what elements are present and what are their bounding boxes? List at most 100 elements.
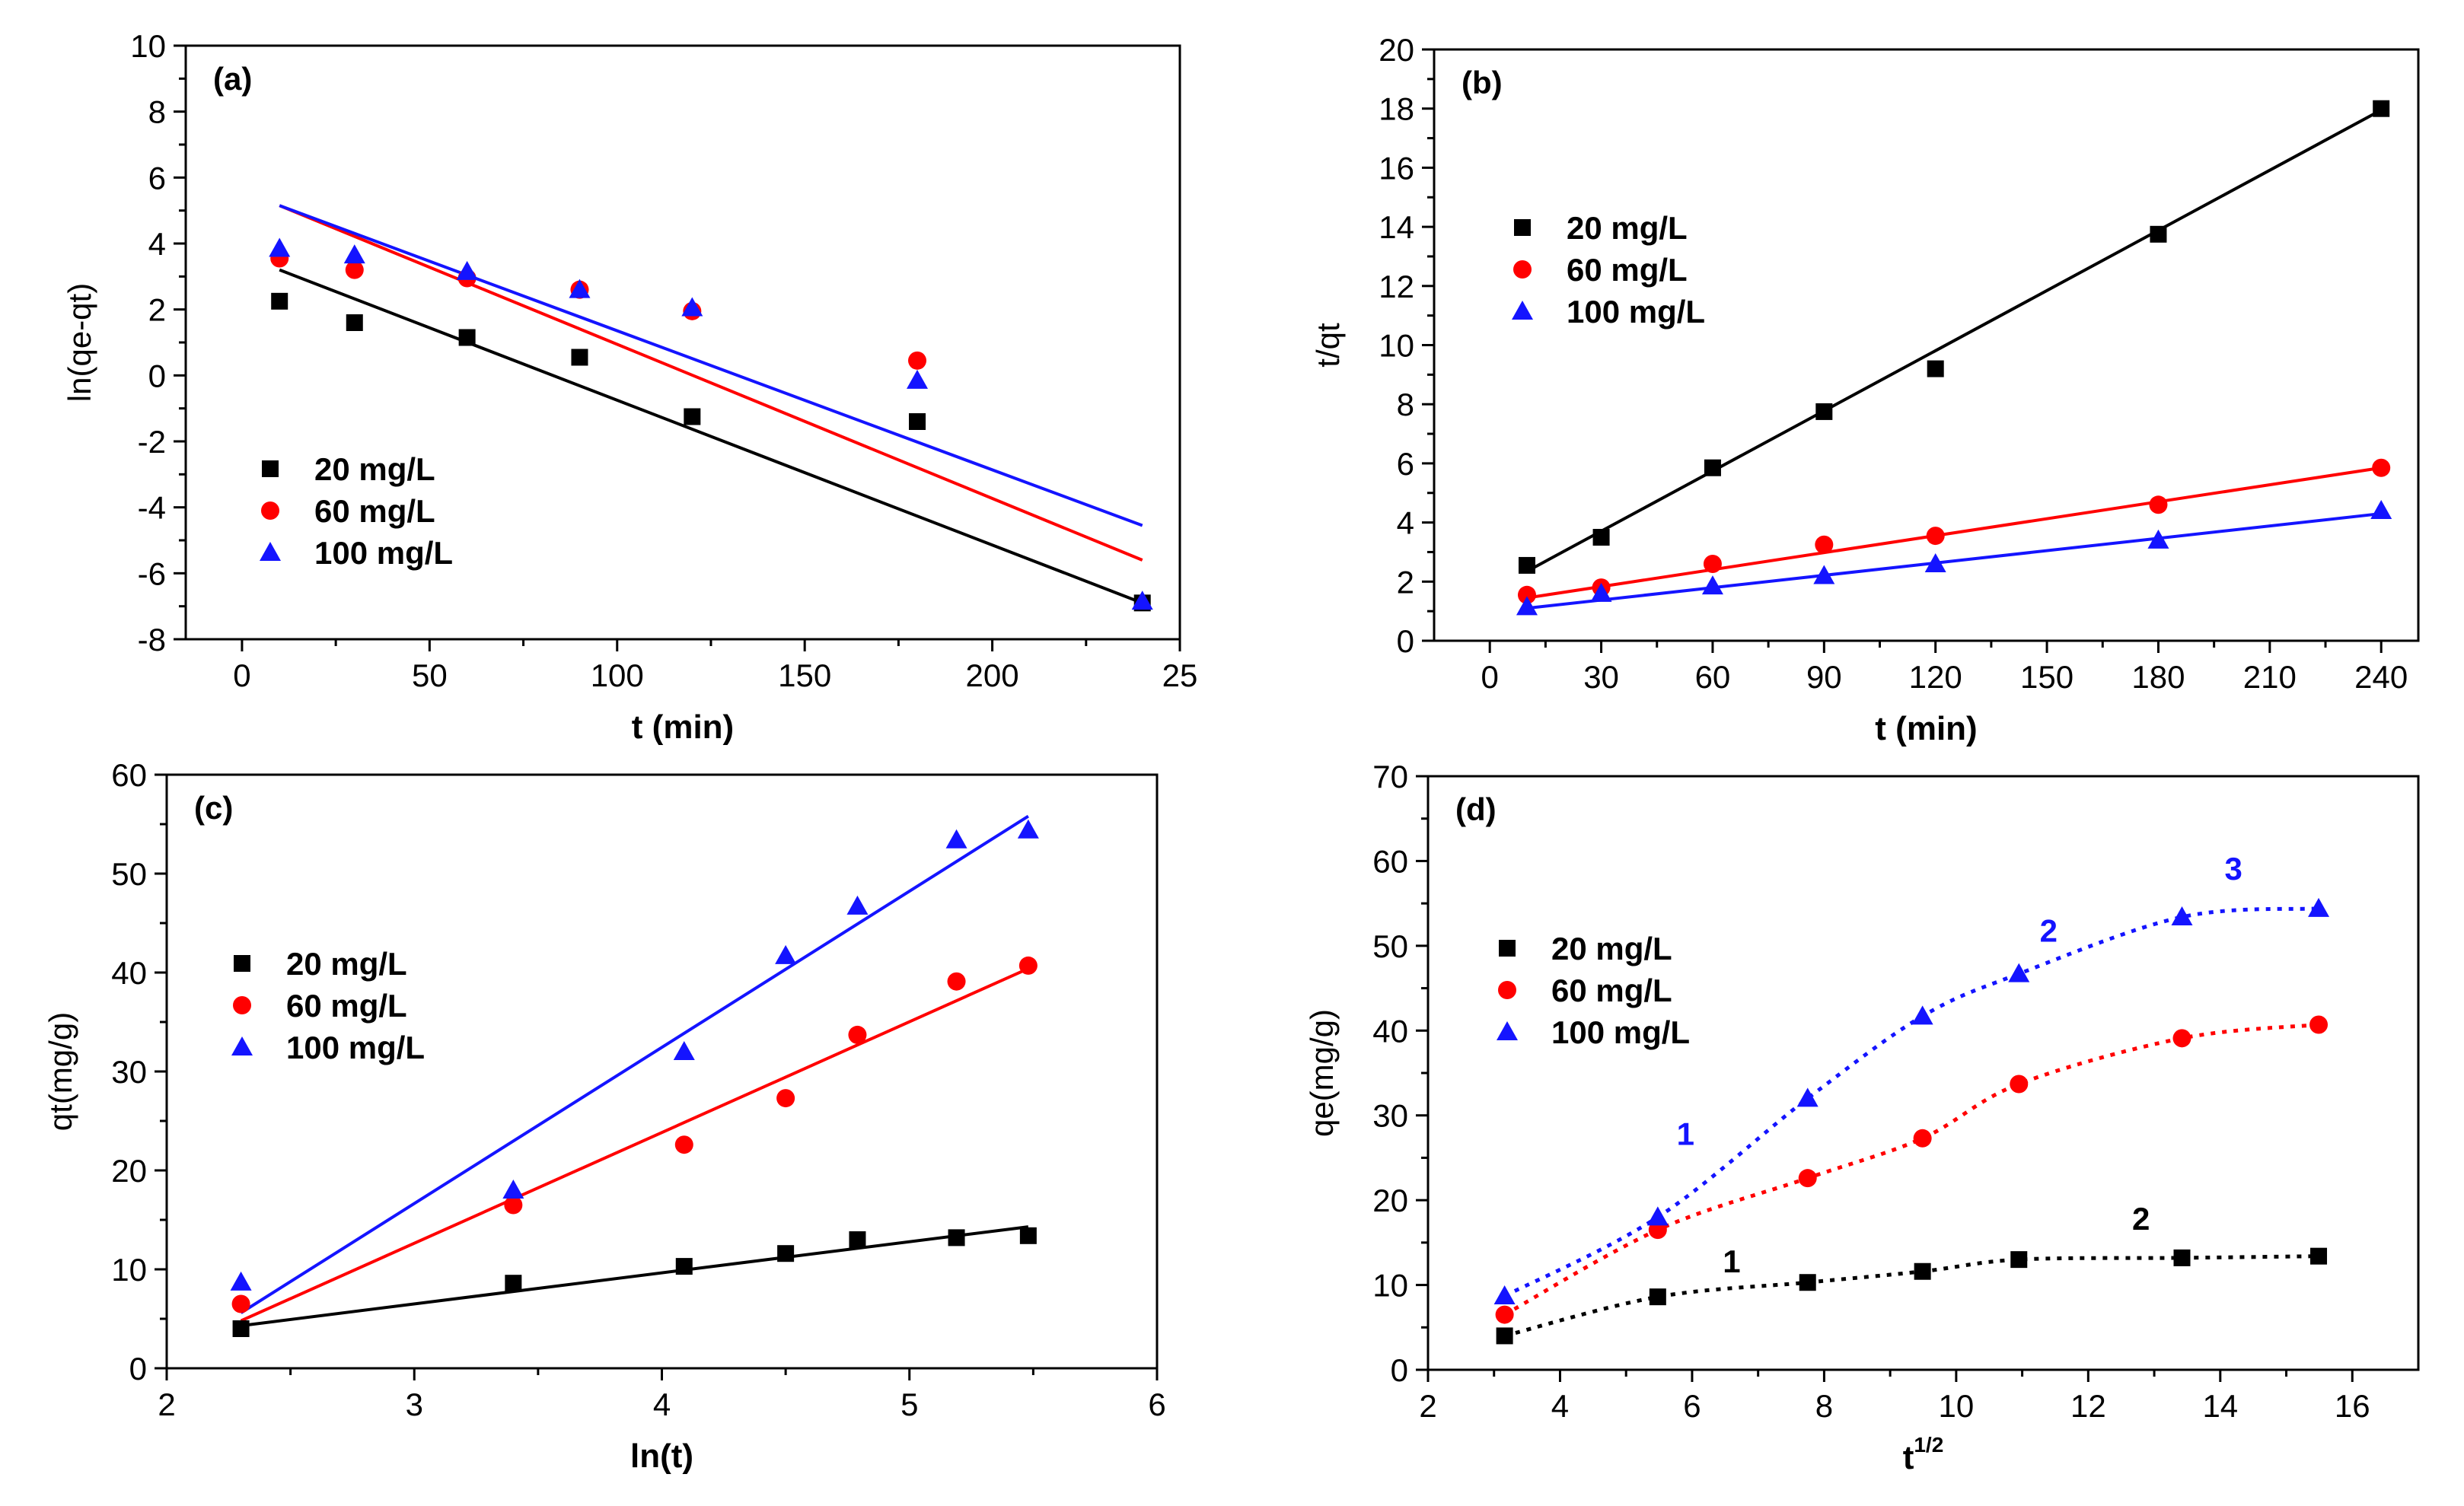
data-point <box>2150 225 2167 243</box>
data-point <box>1592 529 1610 546</box>
y-tick-label: 12 <box>1379 269 1414 304</box>
data-point <box>2008 963 2030 982</box>
data-point <box>1590 582 1612 602</box>
panel-label: (c) <box>194 790 233 826</box>
y-tick-label: 20 <box>1379 32 1414 68</box>
data-point <box>1019 1227 1037 1244</box>
data-point <box>2370 500 2392 520</box>
y-tick-label: 0 <box>1397 623 1414 659</box>
y-tick-label: 10 <box>111 1252 147 1288</box>
y-tick-label: 30 <box>111 1054 147 1090</box>
legend: 20 mg/L 60 mg/L 100 mg/L <box>1497 931 1690 1050</box>
x-axis-title-text: t <box>1903 1439 1914 1476</box>
y-tick-label: 6 <box>148 160 166 196</box>
y-axis-title: ln(qe-qt) <box>62 283 97 402</box>
data-point <box>1927 360 1944 377</box>
y-tick-label: -4 <box>138 490 166 526</box>
y-tick-label: 10 <box>1379 328 1414 364</box>
legend-marker <box>262 460 279 477</box>
segment-annotation: 3 <box>2224 851 2242 887</box>
y-tick-label: 18 <box>1379 91 1414 127</box>
fit-line-60-mg-l <box>1526 466 2382 600</box>
y-tick-label: 8 <box>148 94 166 130</box>
panel-label: (d) <box>1455 791 1497 827</box>
x-axis-title: t1/2 <box>1903 1433 1944 1476</box>
y-tick-label: 70 <box>1372 759 1408 794</box>
y-tick-label: 40 <box>1372 1013 1408 1049</box>
data-point <box>947 972 966 991</box>
data-point <box>775 944 797 964</box>
data-point <box>1914 1262 1931 1280</box>
legend-label: 60 mg/L <box>1551 973 1672 1008</box>
panel-b: 0 30 60 90 120 150 180 210 240 0 2 4 6 8 10 12 14 16 18 20 t… <box>1310 32 2420 747</box>
fit-line-20-mg-l <box>279 268 1143 605</box>
x-tick-label: 12 <box>2070 1388 2106 1424</box>
segment-annotation: 2 <box>2040 912 2058 948</box>
fit-line-100-mg-l <box>240 814 1029 1314</box>
data-point <box>2309 1015 2329 1034</box>
legend-marker <box>1499 940 1516 957</box>
data-point <box>848 1025 867 1044</box>
data-point <box>2173 1249 2191 1266</box>
data-point <box>1926 527 1945 546</box>
data-point <box>2372 458 2391 477</box>
x-tick-label: 4 <box>1551 1388 1569 1424</box>
legend-label: 60 mg/L <box>286 988 407 1024</box>
data-point <box>674 1135 693 1154</box>
x-axis-title: t (min) <box>1875 710 1977 747</box>
x-axis-title: ln(t) <box>630 1438 693 1475</box>
data-point <box>673 1041 695 1060</box>
legend-marker <box>231 1036 253 1055</box>
legend-label: 100 mg/L <box>314 535 453 571</box>
y-tick-label: 0 <box>129 1351 147 1387</box>
x-tick-label: 120 <box>1909 659 1962 695</box>
x-tick-label: 60 <box>1695 659 1731 695</box>
data-point <box>948 1229 965 1247</box>
legend-marker <box>1512 301 1533 320</box>
y-axis-title: qe(mg/g) <box>1304 1009 1340 1137</box>
y-axis-title: t/qt <box>1310 323 1346 368</box>
data-point <box>1924 552 1946 572</box>
y-tick-label: 8 <box>1397 387 1414 422</box>
data-point <box>849 1231 866 1248</box>
data-point <box>1703 554 1722 573</box>
data-point <box>230 1271 252 1291</box>
data-point <box>1493 1285 1516 1305</box>
legend-marker <box>233 996 251 1014</box>
legend-marker <box>1498 981 1516 999</box>
data-point <box>232 1320 250 1337</box>
x-tick-label: 3 <box>406 1387 423 1422</box>
data-point <box>2373 100 2390 117</box>
legend-label: 60 mg/L <box>1567 252 1688 288</box>
panel-a: 0 50 100 150 200 25 -8 -6 -4 -2 0 2 4 6 8 10 t (min) ln(q… <box>62 28 1197 746</box>
data-point <box>1518 556 1535 574</box>
fit-line-60-mg-l <box>279 204 1143 562</box>
data-point <box>1799 1274 1816 1291</box>
legend-marker <box>1513 260 1532 279</box>
x-axis-title-superscript: 1/2 <box>1914 1433 1943 1457</box>
x-tick-label: 50 <box>412 657 448 693</box>
data-point <box>505 1275 522 1292</box>
y-tick-label: 0 <box>148 358 166 393</box>
x-tick-label: 0 <box>1481 659 1499 695</box>
y-tick-label: 4 <box>1397 505 1414 541</box>
fit-line-20-mg-l <box>241 1225 1029 1328</box>
x-tick-label: 16 <box>2335 1388 2370 1424</box>
data-point <box>1516 596 1538 616</box>
x-tick-label: 150 <box>778 657 831 693</box>
data-point <box>1911 1005 1933 1025</box>
data-point <box>846 895 869 915</box>
legend-label: 20 mg/L <box>286 946 407 982</box>
y-tick-label: -6 <box>138 556 166 591</box>
data-point <box>1018 956 1038 975</box>
segment-annotation: 1 <box>1723 1243 1740 1279</box>
data-point <box>2147 529 2169 549</box>
y-tick-label: 50 <box>111 856 147 892</box>
x-tick-label: 14 <box>2202 1388 2238 1424</box>
data-point <box>1017 819 1039 839</box>
data-point <box>502 1180 524 1199</box>
legend-label: 20 mg/L <box>314 451 435 487</box>
data-point <box>2308 897 2330 917</box>
